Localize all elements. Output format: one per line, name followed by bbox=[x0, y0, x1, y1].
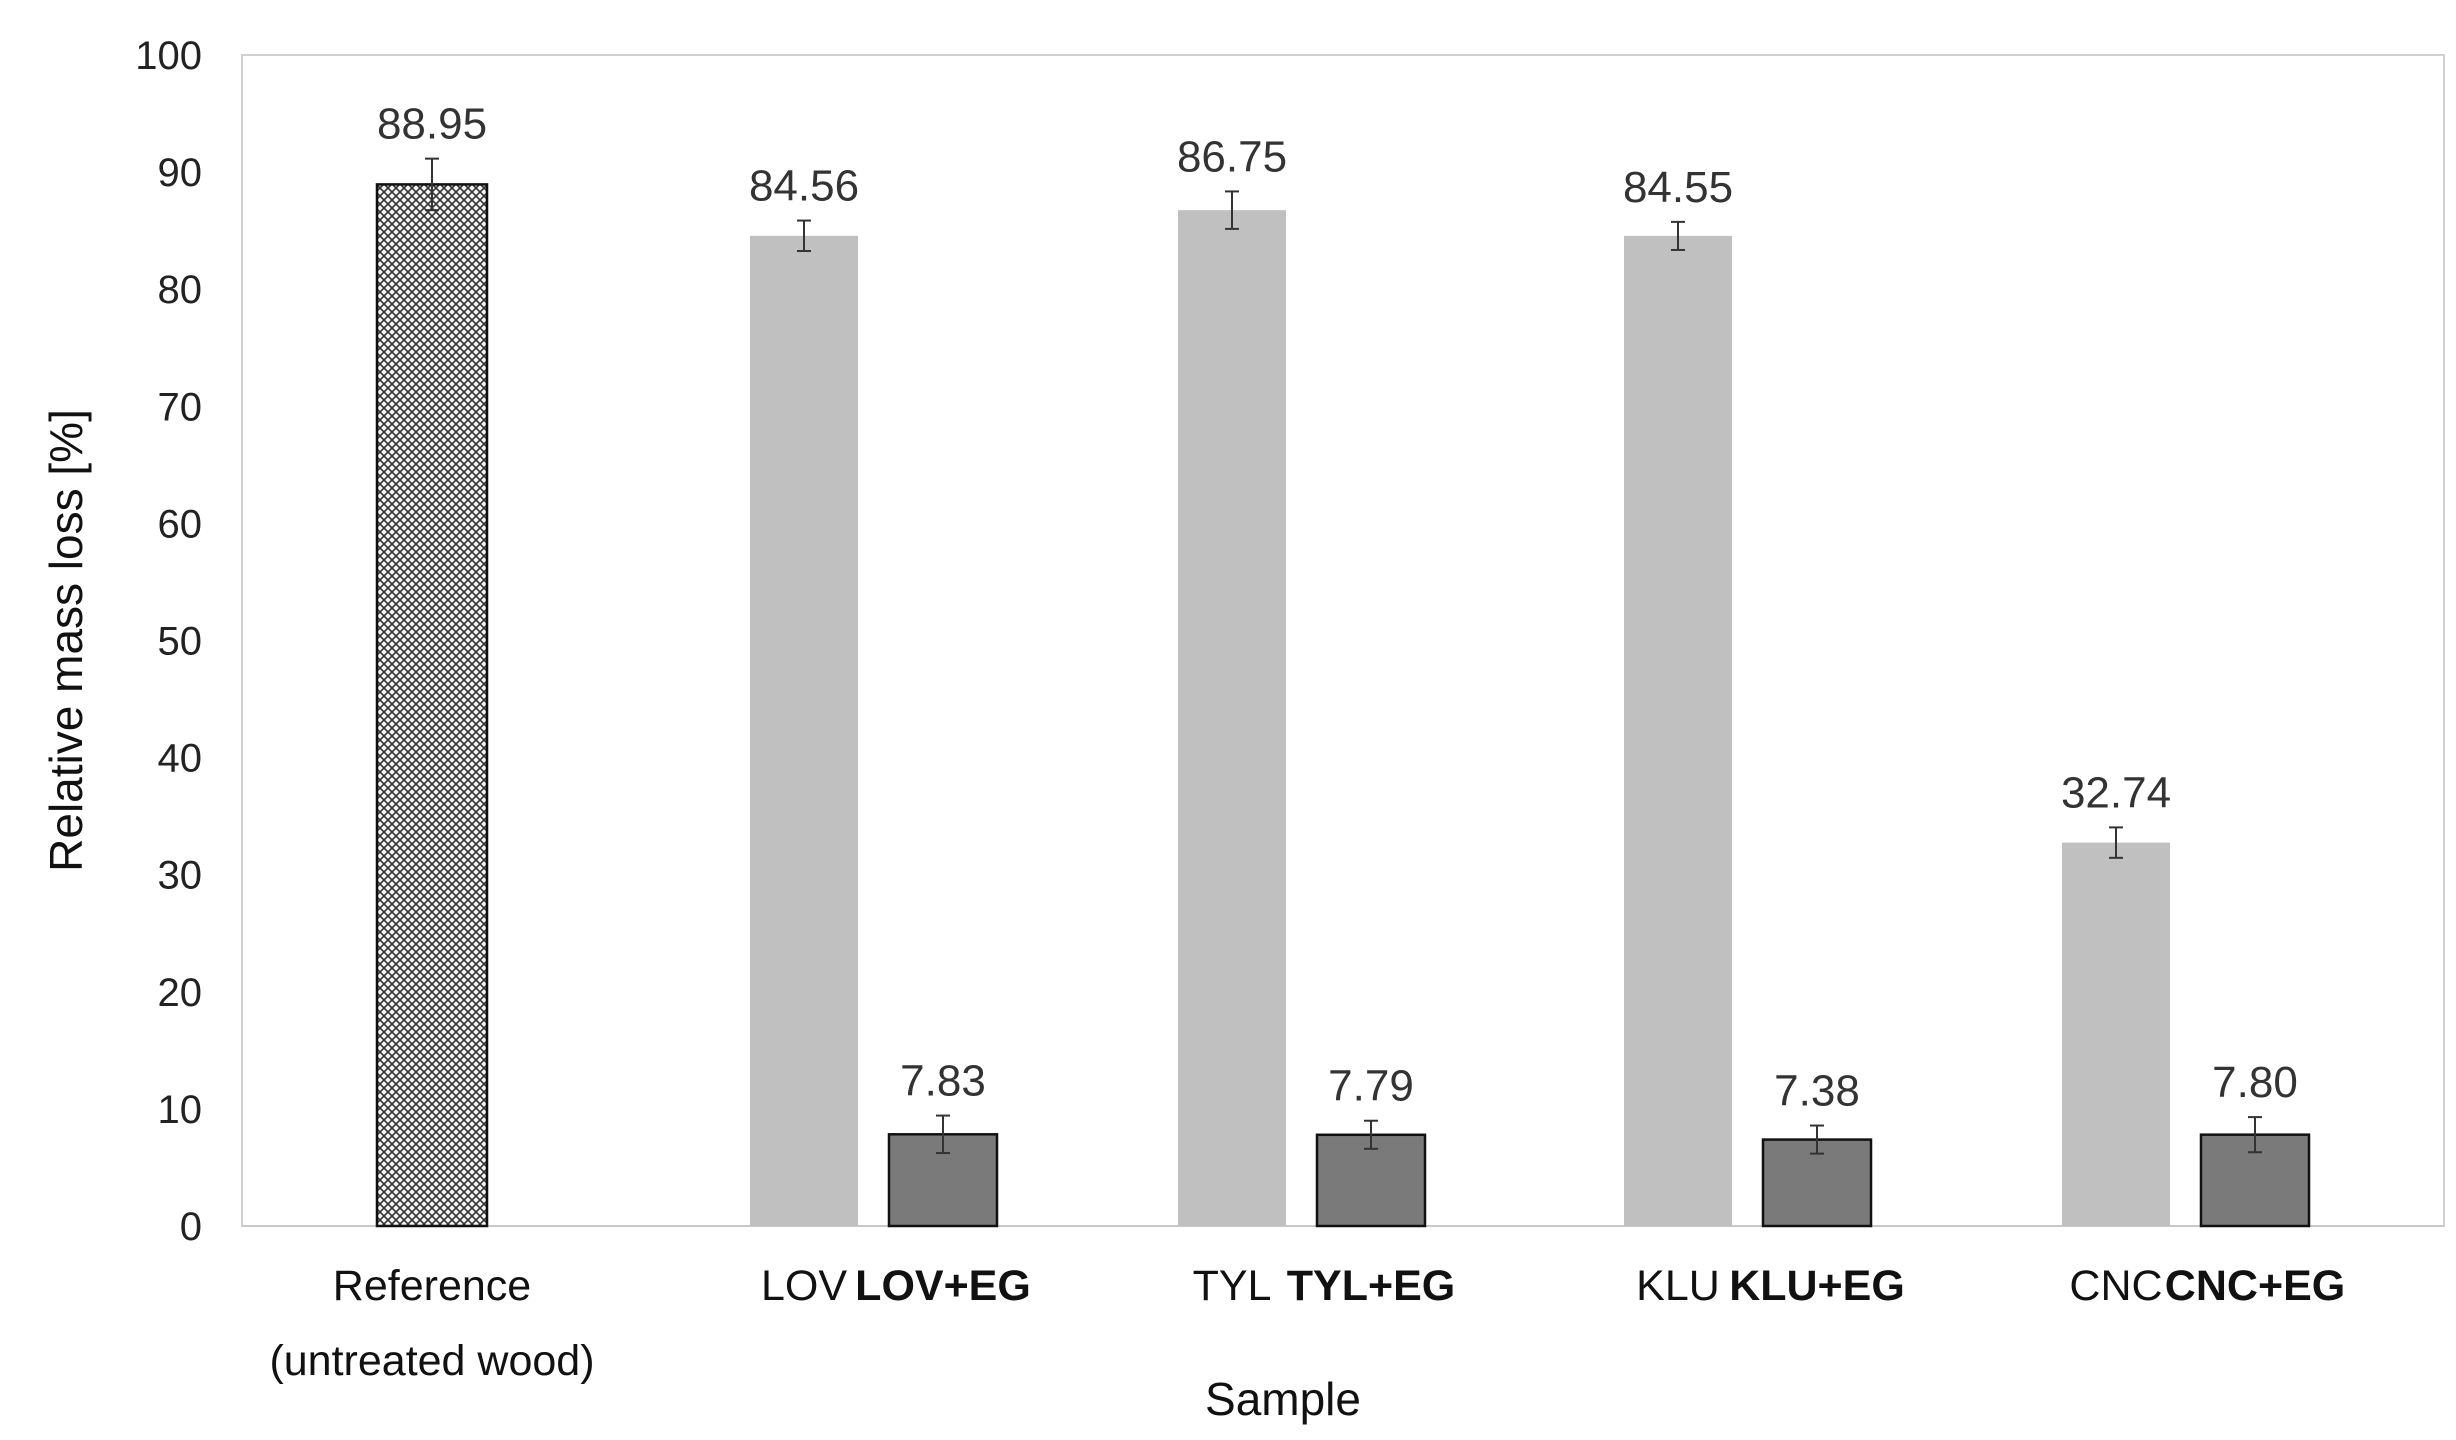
y-tick-label: 20 bbox=[158, 971, 203, 1015]
category-label: TYL bbox=[1193, 1262, 1272, 1310]
y-tick-label: 10 bbox=[158, 1088, 203, 1132]
category-label: CNC+EG bbox=[2165, 1262, 2345, 1310]
y-tick-label: 100 bbox=[135, 34, 202, 78]
bar bbox=[1624, 235, 1732, 1226]
category-label: LOV bbox=[761, 1262, 847, 1310]
category-label: CNC bbox=[2069, 1262, 2162, 1310]
y-tick-label: 40 bbox=[158, 737, 203, 781]
y-tick-label: 30 bbox=[158, 854, 203, 898]
y-tick-label: 60 bbox=[158, 502, 203, 546]
data-label: 7.80 bbox=[2212, 1058, 2298, 1107]
category-label: Reference (untreated wood) bbox=[269, 1262, 594, 1385]
category-label: LOV+EG bbox=[855, 1262, 1031, 1310]
bar bbox=[2062, 842, 2170, 1226]
y-axis-ticks: 0 10 20 30 40 50 60 70 80 90 100 bbox=[135, 34, 202, 1249]
category-labels: Reference (untreated wood) LOV LOV+EG TYL TYL… bbox=[269, 1262, 2345, 1385]
data-label: 88.95 bbox=[377, 100, 487, 149]
y-tick-label: 0 bbox=[180, 1205, 202, 1249]
data-label: 7.79 bbox=[1328, 1062, 1414, 1111]
data-label: 7.83 bbox=[900, 1057, 986, 1106]
data-label: 84.55 bbox=[1623, 163, 1733, 212]
bar bbox=[1178, 210, 1286, 1227]
category-label: TYL+EG bbox=[1287, 1262, 1455, 1310]
bar bbox=[1315, 1133, 1427, 1228]
data-label: 84.56 bbox=[749, 162, 859, 211]
category-label: KLU bbox=[1636, 1262, 1720, 1310]
y-tick-label: 50 bbox=[158, 620, 203, 664]
y-tick-label: 90 bbox=[158, 151, 203, 195]
bar bbox=[750, 235, 858, 1227]
data-label: 86.75 bbox=[1177, 132, 1287, 181]
category-label: KLU+EG bbox=[1729, 1262, 1905, 1310]
y-tick-label: 80 bbox=[158, 268, 203, 312]
x-axis-title: Sample bbox=[1205, 1373, 1361, 1425]
data-label: 7.38 bbox=[1774, 1067, 1860, 1116]
y-tick-label: 70 bbox=[158, 385, 203, 429]
bars: 88.95 84.56 7.83 86.75 7.79 84.55 7.38 32.74 7.8… bbox=[375, 100, 2311, 1228]
y-axis-title: Relative mass loss [%] bbox=[40, 409, 92, 872]
data-label: 32.74 bbox=[2061, 768, 2171, 817]
bar bbox=[375, 183, 489, 1228]
